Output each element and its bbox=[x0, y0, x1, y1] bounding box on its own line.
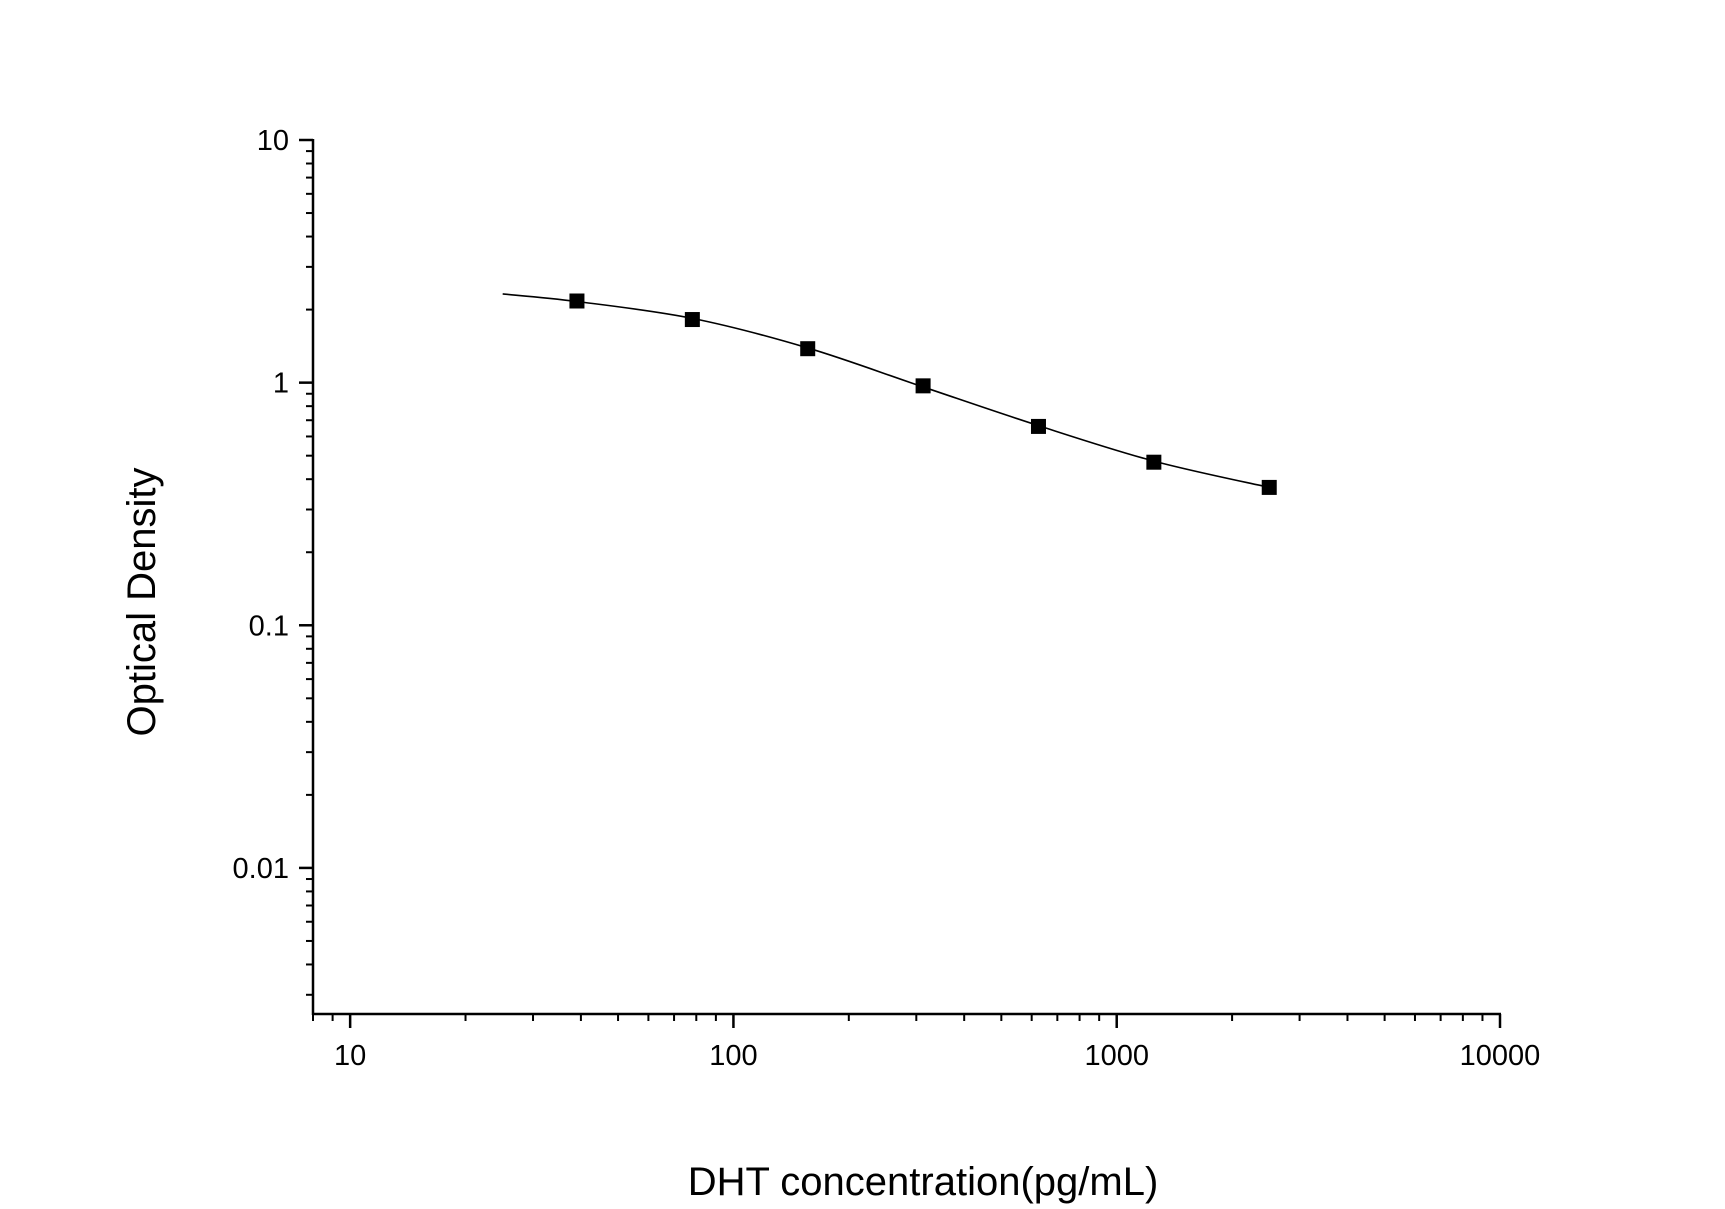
y-tick-label: 0.1 bbox=[249, 610, 289, 642]
data-point bbox=[1146, 454, 1162, 470]
x-tick-label: 100 bbox=[709, 1040, 757, 1072]
data-point bbox=[800, 341, 816, 357]
data-point bbox=[569, 293, 585, 309]
data-points-layer bbox=[569, 293, 1277, 495]
y-tick-label: 10 bbox=[257, 125, 289, 157]
y-tick-label: 1 bbox=[273, 368, 289, 400]
data-point bbox=[915, 378, 931, 394]
y-tick-label: 0.01 bbox=[233, 853, 289, 885]
data-point bbox=[1261, 479, 1277, 495]
y-axis-title: Optical Density bbox=[120, 468, 164, 737]
x-tick-label: 10000 bbox=[1460, 1040, 1541, 1072]
fit-curve-layer bbox=[502, 293, 1270, 489]
data-point bbox=[684, 312, 700, 328]
axes: 10 100 1000 10000 0.01 0.1 1 10 bbox=[233, 125, 1541, 1072]
fit-curve-line bbox=[502, 293, 1270, 489]
x-tick-label: 10 bbox=[334, 1040, 366, 1072]
x-axis-title: DHT concentration(pg/mL) bbox=[688, 1160, 1159, 1204]
x-tick-label: 1000 bbox=[1084, 1040, 1149, 1072]
data-point bbox=[1030, 418, 1046, 434]
